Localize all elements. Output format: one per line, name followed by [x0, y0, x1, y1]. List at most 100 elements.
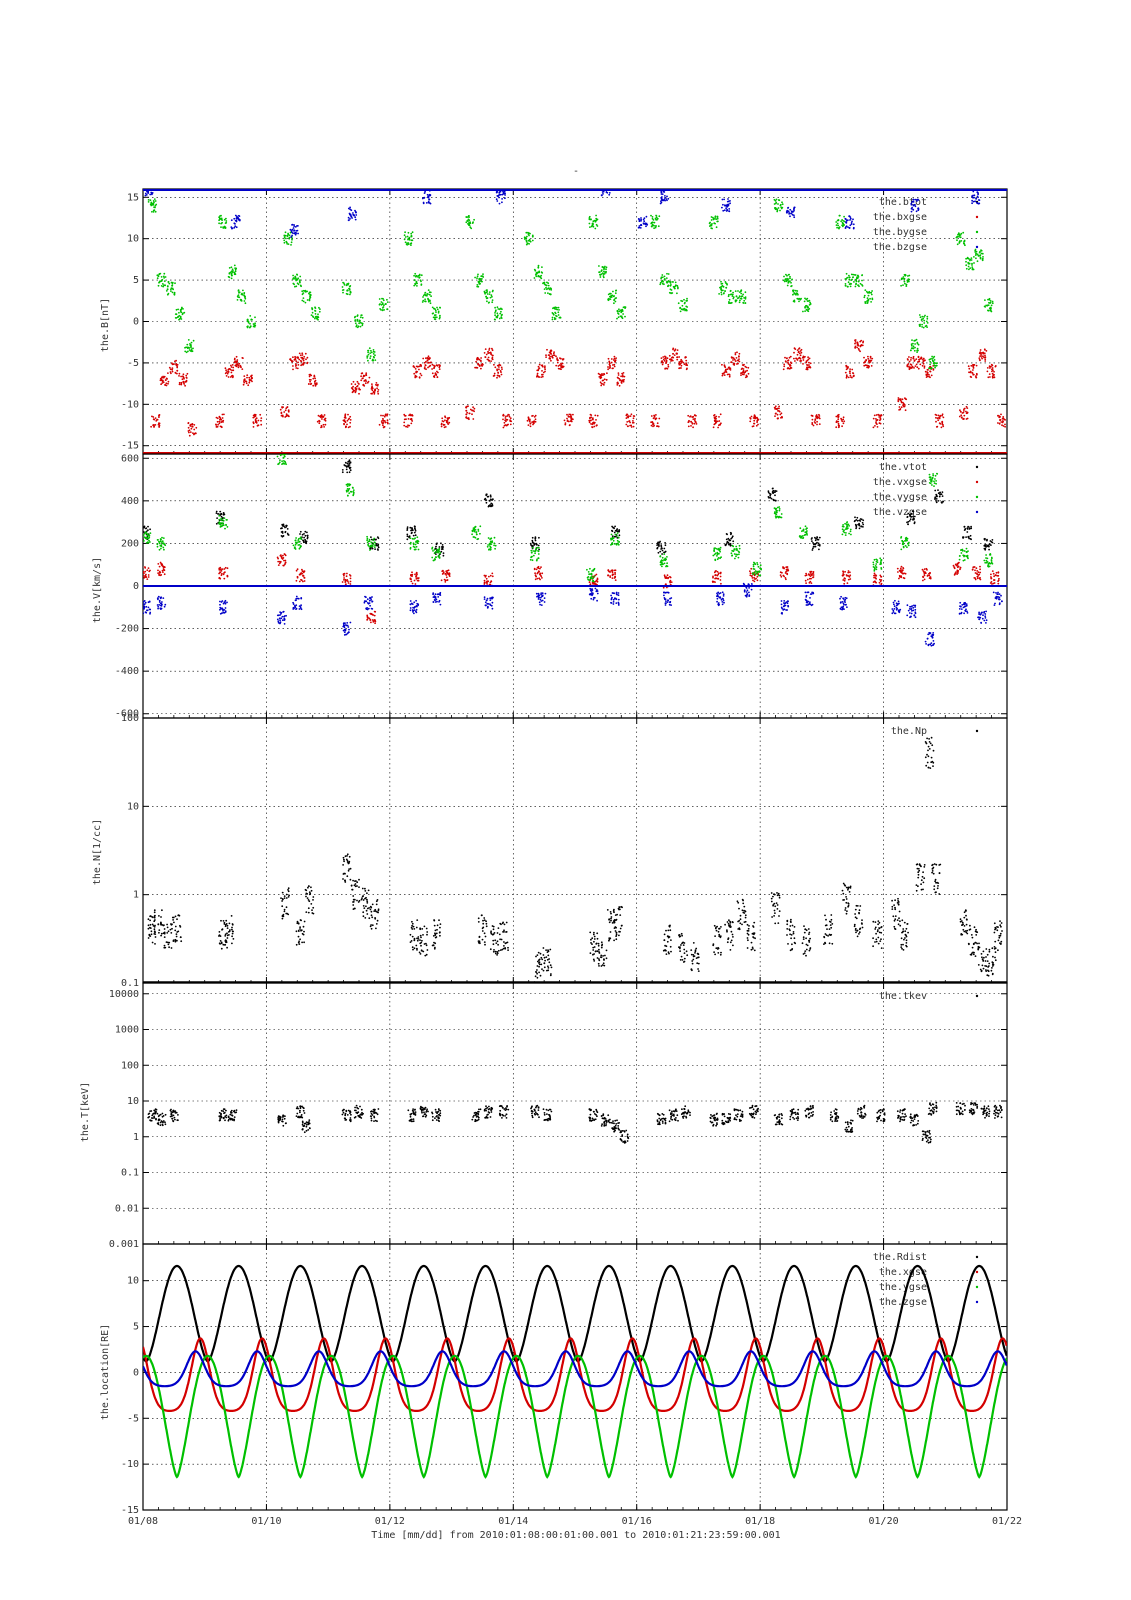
- data-point: [480, 367, 482, 370]
- data-point: [159, 377, 162, 380]
- data-point: [740, 295, 743, 298]
- data-point: [664, 357, 666, 360]
- data-point: [926, 575, 929, 577]
- legend-marker: [975, 230, 979, 234]
- data-point: [669, 358, 672, 361]
- data-point: [924, 314, 926, 317]
- data-point: [488, 499, 491, 502]
- data-point: [146, 569, 149, 572]
- data-point: [423, 196, 426, 199]
- data-point: [471, 222, 474, 225]
- data-point: [502, 418, 504, 421]
- data-point: [489, 504, 491, 506]
- data-point: [728, 366, 730, 369]
- data-point: [962, 242, 965, 245]
- data-point: [369, 612, 372, 615]
- data-point: [413, 372, 416, 375]
- data-point: [655, 225, 658, 227]
- data-point: [849, 216, 852, 219]
- data-point: [676, 349, 679, 351]
- data-point: [670, 284, 672, 286]
- data-point: [346, 289, 348, 292]
- data-point: [465, 221, 468, 224]
- data-point: [473, 407, 476, 410]
- data-point: [539, 578, 541, 581]
- data-point: [963, 525, 966, 528]
- data-point: [491, 503, 494, 506]
- data-point: [935, 495, 938, 498]
- data-point: [537, 368, 540, 370]
- data-point: [850, 223, 853, 226]
- data-point: [923, 322, 926, 324]
- data-point: [874, 581, 877, 583]
- data-point: [808, 581, 811, 584]
- data-point: [494, 366, 497, 369]
- data-point: [179, 315, 182, 318]
- data-point: [368, 347, 371, 350]
- data-point: [767, 491, 770, 494]
- data-point: [242, 357, 244, 359]
- data-point: [170, 290, 172, 292]
- data-point: [592, 220, 595, 223]
- data-point: [173, 293, 176, 296]
- data-point: [873, 572, 876, 575]
- data-point: [775, 490, 778, 492]
- data-point: [537, 544, 540, 547]
- data-point: [282, 564, 285, 567]
- data-point: [175, 308, 178, 311]
- data-point: [673, 349, 676, 352]
- data-point: [501, 313, 503, 316]
- data-point: [540, 364, 543, 367]
- data-point: [838, 214, 841, 217]
- data-point: [296, 575, 299, 578]
- data-point: [595, 419, 597, 421]
- data-point: [171, 291, 174, 294]
- data-point: [723, 364, 726, 367]
- data-point: [225, 217, 227, 220]
- data-point: [152, 416, 155, 418]
- data-point: [912, 357, 915, 360]
- data-point: [301, 299, 304, 302]
- data-point: [937, 414, 940, 417]
- data-point: [406, 426, 409, 428]
- data-point: [494, 318, 496, 321]
- data-point: [472, 406, 474, 409]
- data-point: [408, 535, 411, 538]
- data-point: [254, 415, 257, 417]
- data-point: [538, 270, 541, 273]
- data-point: [719, 423, 721, 426]
- data-point: [808, 366, 811, 369]
- data-point: [300, 572, 303, 574]
- data-point: [322, 416, 324, 419]
- data-point: [146, 578, 149, 580]
- data-point: [657, 543, 660, 545]
- data-point: [866, 301, 869, 304]
- data-point: [991, 370, 993, 373]
- data-point: [902, 284, 904, 286]
- data-point: [159, 571, 162, 574]
- data-point: [926, 315, 929, 318]
- data-point: [728, 539, 731, 541]
- data-point: [931, 359, 934, 362]
- data-point: [870, 365, 873, 367]
- data-point: [985, 543, 987, 546]
- data-point: [812, 542, 814, 544]
- data-point: [867, 300, 870, 302]
- data-point: [630, 424, 633, 427]
- data-point: [714, 574, 717, 577]
- data-point: [166, 285, 169, 287]
- data-point: [350, 209, 353, 212]
- data-point: [676, 358, 679, 361]
- data-point: [343, 282, 345, 285]
- data-point: [656, 422, 659, 425]
- data-point: [956, 239, 958, 242]
- data-point: [611, 571, 614, 574]
- data-point: [838, 424, 840, 427]
- data-point: [410, 232, 413, 235]
- data-point: [348, 464, 351, 466]
- data-point: [181, 378, 184, 381]
- data-point: [147, 574, 150, 576]
- data-point: [144, 192, 147, 195]
- data-point: [314, 377, 316, 380]
- data-point: [802, 359, 805, 361]
